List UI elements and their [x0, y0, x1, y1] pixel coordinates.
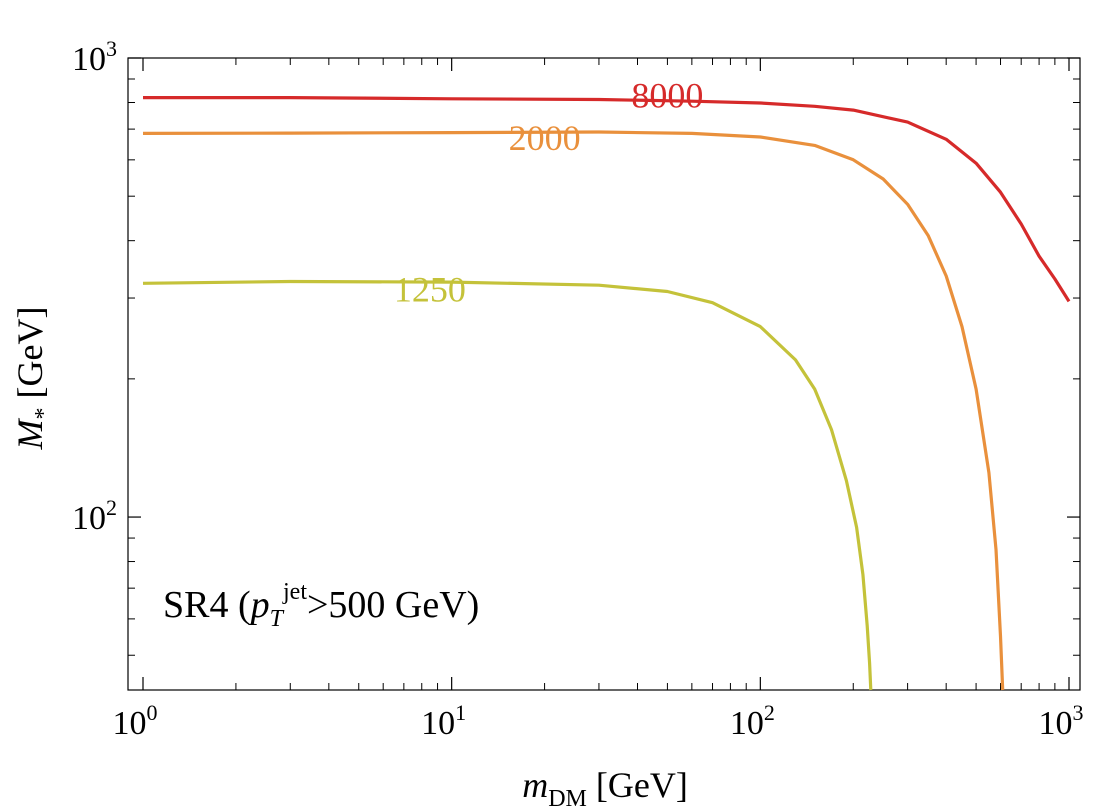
y-axis-title-sub: * — [31, 407, 57, 419]
x-tick-label-base: 10 — [421, 705, 455, 742]
y-tick-label-exp: 2 — [106, 495, 117, 520]
plot-frame — [127, 57, 1081, 691]
series-2000: 2000 — [142, 118, 1005, 691]
x-tick-label-exp: 2 — [764, 700, 775, 725]
y-axis-title-main: M — [10, 417, 50, 450]
series-line-8000 — [143, 96, 1071, 303]
x-tick-label-exp: 0 — [147, 700, 158, 725]
x-tick-label: 100 — [113, 700, 158, 742]
x-tick-label-base: 10 — [730, 705, 764, 742]
x-tick-label-base: 10 — [1039, 705, 1073, 742]
y-axis-title-unit: [GeV] — [10, 307, 50, 408]
annotation-sub: T — [270, 606, 285, 632]
x-axis-title-unit: [GeV] — [587, 765, 688, 805]
annotation-sup: jet — [282, 579, 307, 605]
y-tick-label-exp: 3 — [106, 36, 117, 61]
x-tick-label-base: 10 — [113, 705, 147, 742]
series-line-2000 — [142, 130, 1005, 691]
x-tick-label: 103 — [1039, 700, 1084, 742]
series-layer: 8000 2000 1250 — [142, 76, 1071, 691]
series-8000: 8000 — [143, 76, 1071, 303]
curve-label-8000: 8000 — [631, 76, 703, 116]
curve-label-1250: 1250 — [394, 269, 466, 309]
x-tick-label-exp: 3 — [1073, 700, 1084, 725]
y-axis-title: M* [GeV] — [10, 307, 57, 451]
annotation-p: p — [248, 584, 270, 626]
minor-ticks — [128, 58, 1080, 690]
annotation-prefix: SR4 ( — [163, 584, 251, 626]
x-axis-title: mDM [GeV] — [522, 765, 688, 810]
x-tick-label: 102 — [730, 700, 775, 742]
curve-label-2000: 2000 — [509, 118, 581, 158]
y-tick-label: 102 — [72, 495, 117, 537]
x-tick-label-exp: 1 — [455, 700, 466, 725]
annotation-suffix: >500 GeV) — [307, 584, 479, 626]
x-axis-title-sub: DM — [548, 786, 587, 810]
signal-region-annotation: SR4 (pTjet>500 GeV) — [163, 579, 479, 632]
series-1250: 1250 — [142, 269, 873, 691]
x-axis-title-main: m — [522, 765, 548, 805]
x-tick-label: 101 — [421, 700, 466, 742]
y-tick-label-base: 10 — [72, 41, 106, 78]
series-line-1250 — [142, 279, 873, 691]
y-tick-label-base: 10 — [72, 500, 106, 537]
y-tick-label: 103 — [72, 36, 117, 78]
